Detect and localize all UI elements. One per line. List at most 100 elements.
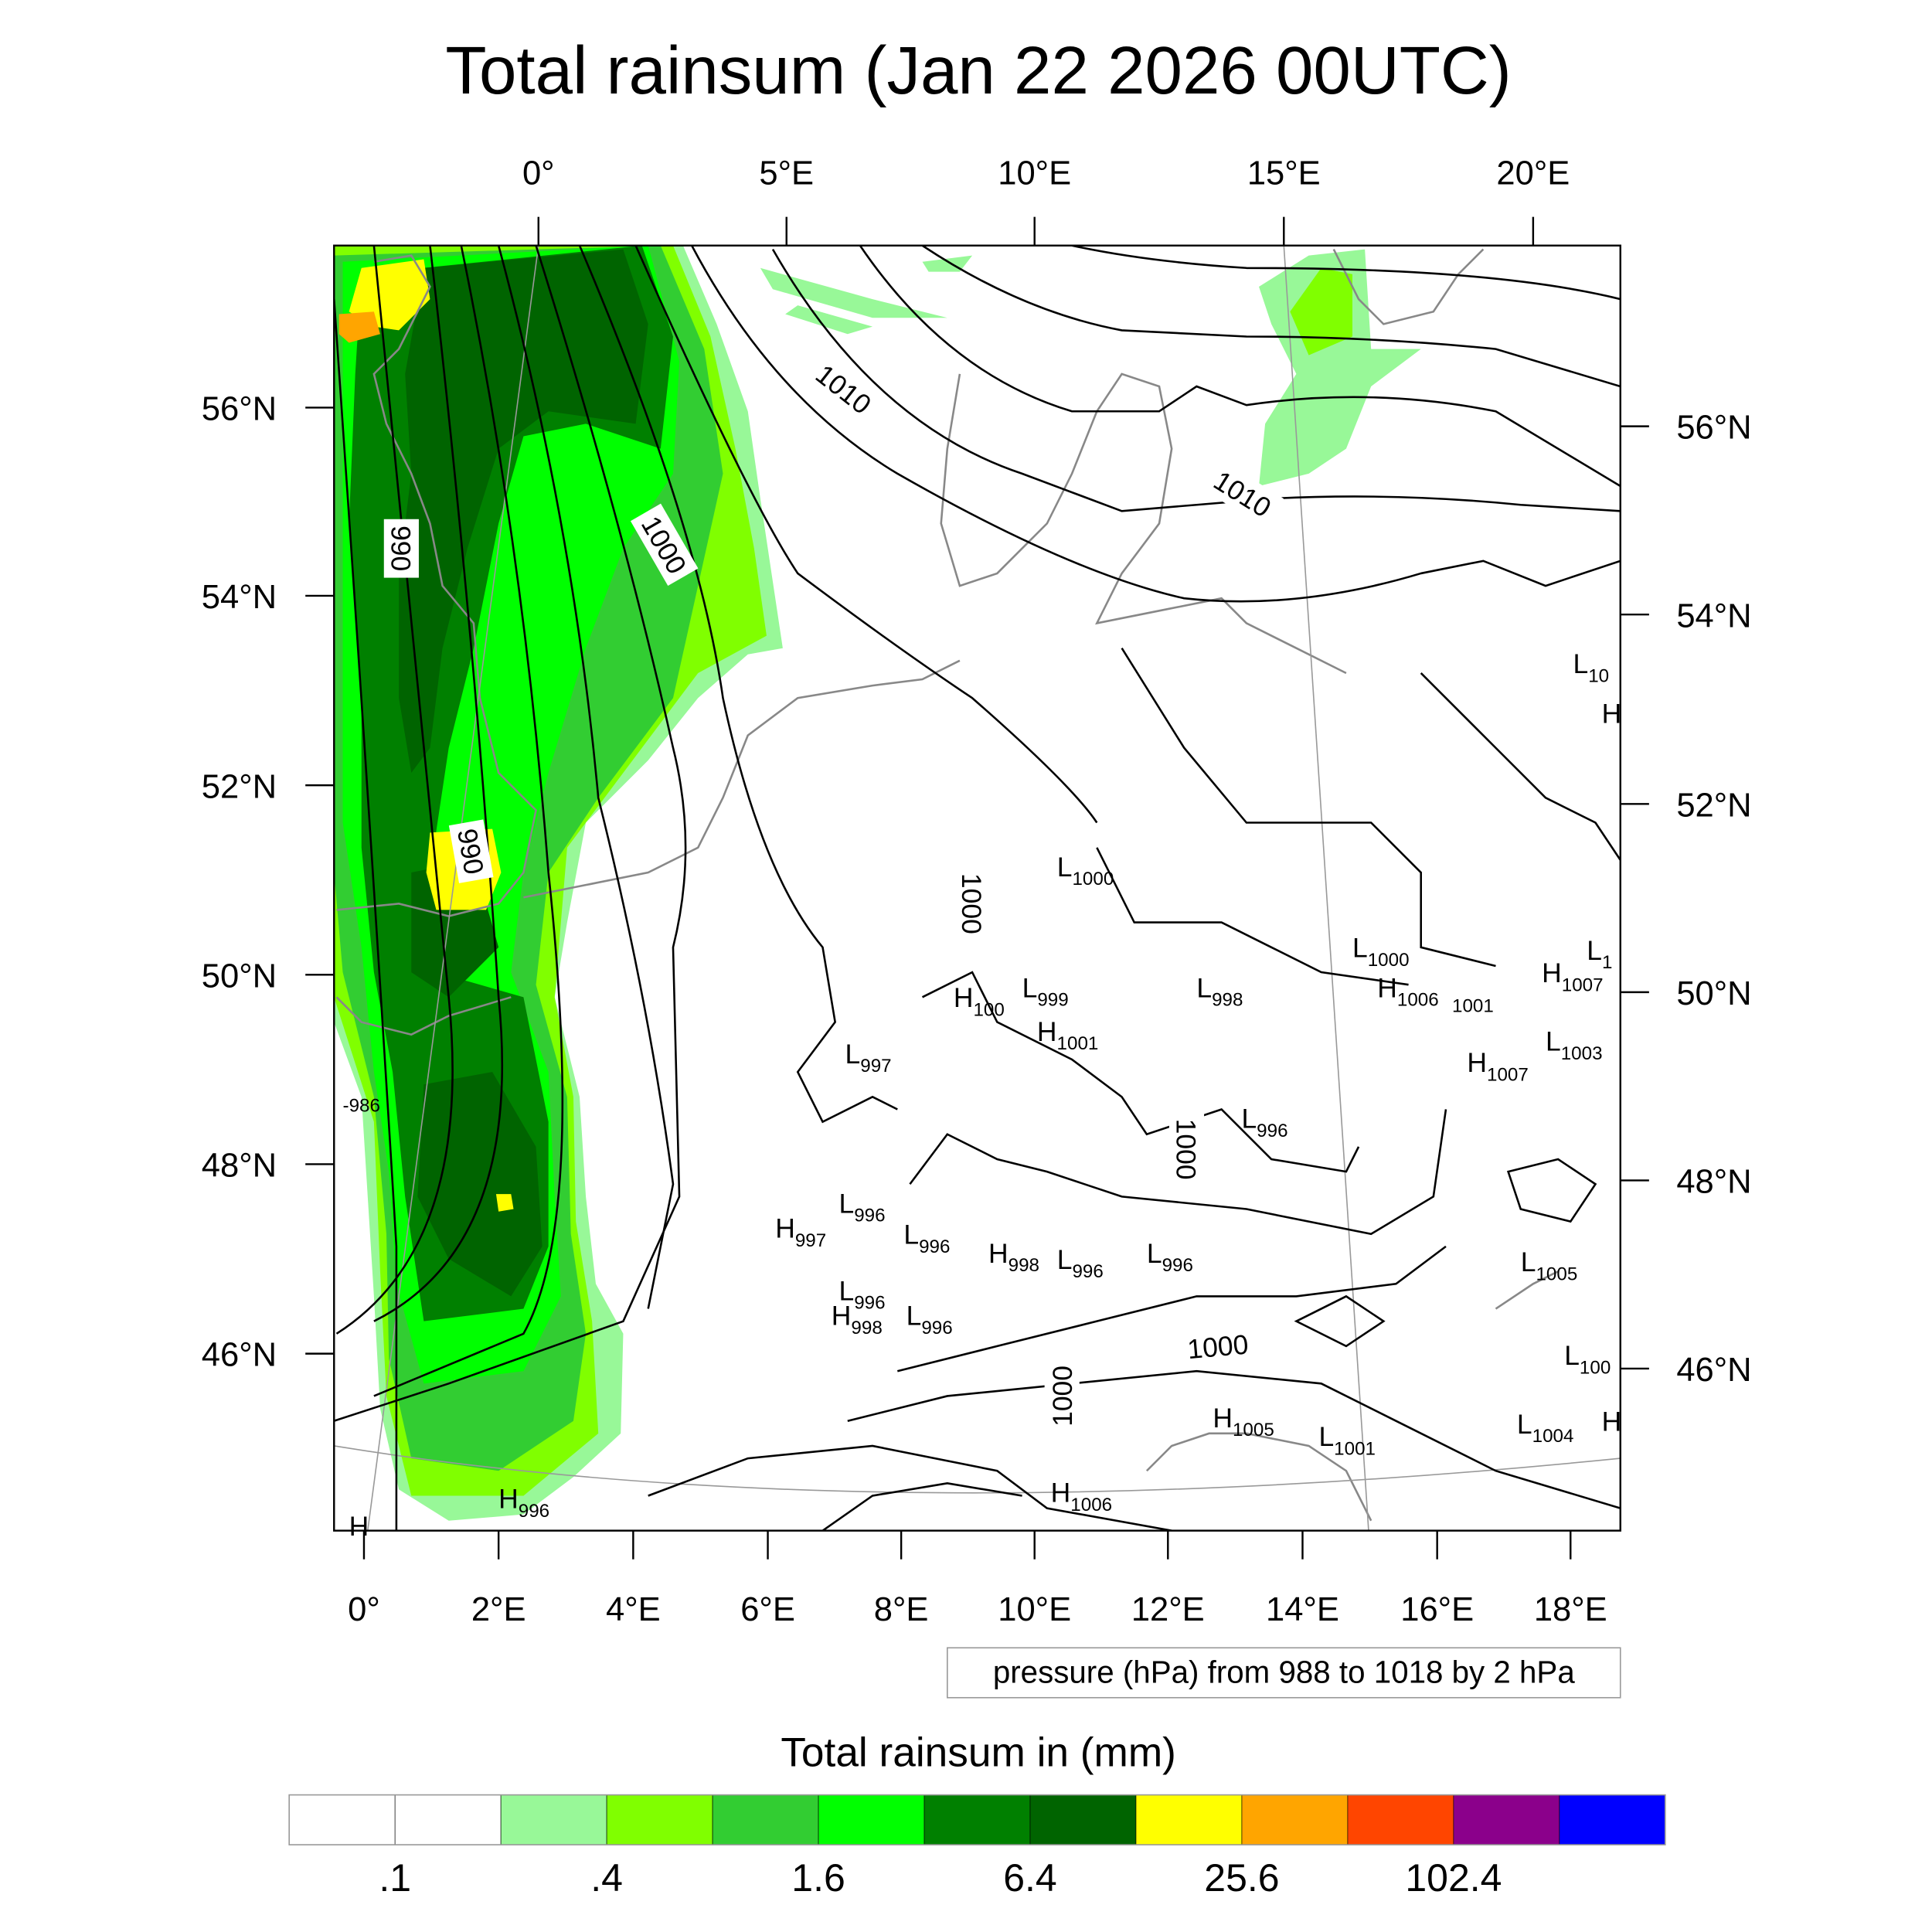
contour-label-text: 1000 (1186, 1328, 1250, 1365)
colorbar-swatch (1135, 1794, 1243, 1845)
marker-value: 1005 (1536, 1264, 1577, 1284)
top-lon-label: 0° (522, 155, 555, 192)
low-pressure-marker: L1000 (1352, 933, 1410, 971)
high-pressure-marker: H1001 (1037, 1016, 1098, 1054)
marker-value: 996 (1257, 1121, 1287, 1141)
left-lat-label: 56°N (202, 391, 277, 428)
colorbar-label: 102.4 (1405, 1856, 1502, 1900)
bottom-lon-label: 2°E (471, 1591, 526, 1628)
contour-label-text: 990 (451, 826, 490, 876)
high-pressure-marker: H998 (988, 1238, 1039, 1276)
low-pressure-marker: L996 (838, 1188, 885, 1226)
contour-label-text: 1000 (1047, 1366, 1078, 1427)
marker-value: 1007 (1562, 975, 1604, 995)
marker-value: 1005 (1233, 1420, 1274, 1440)
marker-letter: L (838, 1188, 854, 1219)
colorbar-swatch (1029, 1794, 1137, 1845)
colorbar-swatch (606, 1794, 713, 1845)
contour-label-bg (1044, 1359, 1080, 1434)
low-pressure-marker: L996 (1147, 1238, 1193, 1276)
marker-letter: H (1467, 1047, 1487, 1078)
colorbar-swatch (1453, 1794, 1560, 1845)
marker-letter: L (1546, 1026, 1561, 1057)
bottom-lon-label: 18°E (1534, 1591, 1607, 1628)
high-pressure-marker: H1005 (1213, 1403, 1274, 1440)
high-pressure-marker: H (349, 1511, 369, 1542)
top-lon-label: 15°E (1247, 155, 1321, 192)
marker-letter: L (903, 1219, 919, 1250)
marker-letter: H (1051, 1478, 1071, 1509)
low-pressure-marker: L996 (838, 1275, 885, 1313)
rain-area-51.2 (338, 311, 380, 343)
marker-letter: H (832, 1301, 852, 1332)
marker-value: 997 (795, 1230, 826, 1251)
marker-value: 1 (1602, 952, 1612, 973)
low-pressure-marker: L996 (906, 1301, 953, 1338)
rain-stripes (760, 255, 973, 335)
high-pressure-marker: H (1602, 698, 1622, 729)
low-pressure-marker: L1005 (1521, 1247, 1578, 1284)
marker-value: 997 (860, 1056, 891, 1077)
contour-label-bg (383, 519, 419, 578)
low-pressure-marker: L999 (1022, 972, 1069, 1010)
contour-label: 990 (383, 519, 419, 578)
marker-letter: L (1196, 972, 1212, 1003)
right-lat-label: 46°N (1676, 1352, 1751, 1389)
bottom-lon-label: 8°E (874, 1591, 929, 1628)
marker-letter: L (1573, 648, 1588, 679)
marker-letter: L (1318, 1421, 1334, 1452)
high-pressure-marker: H1006 (1051, 1478, 1112, 1515)
top-lon-label: 20°E (1496, 155, 1570, 192)
marker-letter: L (1241, 1104, 1257, 1134)
contour-label-bg (630, 503, 699, 587)
marker-value: 1000 (1368, 950, 1410, 971)
marker-letter: H (1542, 957, 1562, 988)
marker-value: 1001 (1452, 996, 1494, 1017)
marker-letter: H (349, 1511, 369, 1542)
contour-label: 1000 (1044, 1359, 1080, 1434)
low-pressure-marker: 1001 (1452, 996, 1494, 1017)
low-pressure-marker: L1000 (1057, 852, 1114, 889)
marker-value: 1001 (1334, 1438, 1376, 1459)
colorbar-label: 1.6 (791, 1856, 845, 1900)
colorbar-frame (288, 1794, 1666, 1845)
map-frame (333, 244, 1621, 1532)
colorbar-label: 25.6 (1204, 1856, 1279, 1900)
contour-label-text: 1000 (956, 873, 987, 934)
colorbar-swatch (394, 1794, 502, 1845)
marker-letter: L (1022, 972, 1038, 1003)
low-pressure-marker: L996 (1057, 1244, 1104, 1282)
rain-area-12.8 (399, 249, 648, 1297)
map-axes: 0° 5°E 10°E 15°E 20°E 56°N 54°N 52°N 50°N 48°N 46°… (202, 155, 1752, 1628)
marker-letter: H (1213, 1403, 1233, 1434)
marker-value: 1000 (1072, 869, 1114, 889)
colorbar-swatch (1347, 1794, 1454, 1845)
colorbar-swatch (712, 1794, 819, 1845)
marker-letter: L (1352, 933, 1368, 964)
marker-value: 1001 (1057, 1033, 1099, 1054)
marker-value: 1007 (1487, 1064, 1529, 1085)
high-pressure-marker: H998 (832, 1301, 883, 1338)
low-pressure-marker: L996 (903, 1219, 950, 1257)
colorbar-swatch (923, 1794, 1031, 1845)
contour-label-text: 1000 (1171, 1119, 1202, 1180)
colorbar-swatch (288, 1794, 396, 1845)
low-pressure-marker: L1003 (1546, 1026, 1603, 1064)
marker-letter: H (775, 1213, 795, 1244)
chart-title: Total rainsum (Jan 22 2026 00UTC) (445, 33, 1511, 108)
marker-value: 998 (1009, 1255, 1039, 1276)
right-lat-label: 50°N (1676, 975, 1751, 1012)
marker-value: 996 (921, 1318, 952, 1338)
marker-value: 100 (973, 1000, 1004, 1021)
marker-letter: L (838, 1275, 854, 1306)
marker-value: 100 (1580, 1357, 1611, 1378)
marker-value: 996 (854, 1293, 885, 1314)
left-lat-label: 46°N (202, 1337, 277, 1374)
low-pressure-marker: L1001 (1318, 1421, 1376, 1459)
high-pressure-marker: H996 (498, 1484, 549, 1522)
marker-value: 996 (1162, 1255, 1193, 1276)
marker-letter: H (1602, 698, 1622, 729)
top-lon-label: 10°E (998, 155, 1071, 192)
